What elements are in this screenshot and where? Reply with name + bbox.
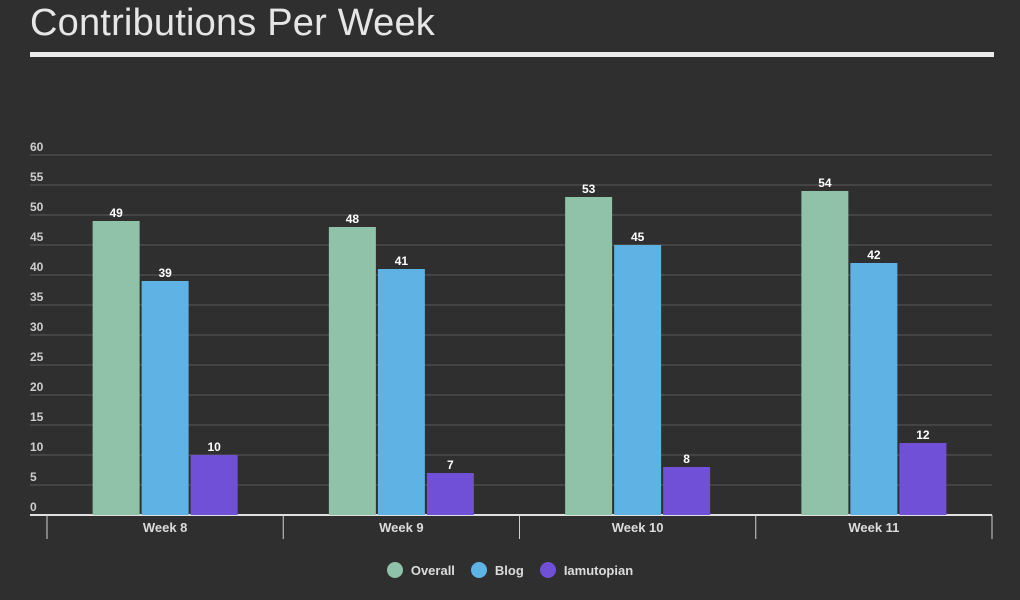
y-tick-label: 50 (30, 200, 44, 214)
data-label: 53 (582, 182, 596, 196)
data-label: 8 (683, 452, 690, 466)
legend-swatch-iamutopian (539, 562, 556, 578)
bar-blog-week-11 (850, 263, 898, 515)
legend-swatch-overall (386, 562, 403, 578)
y-tick-label: 30 (30, 320, 44, 334)
legend-item-blog[interactable]: Blog (470, 562, 524, 578)
y-tick-label: 60 (30, 140, 44, 154)
y-tick-label: 40 (30, 260, 44, 274)
y-tick-label: 25 (30, 350, 44, 364)
data-label: 10 (207, 440, 221, 454)
data-label: 54 (818, 176, 832, 190)
legend-item-overall[interactable]: Overall (386, 562, 455, 578)
data-label: 39 (158, 266, 172, 280)
title-underline (30, 52, 994, 57)
bar-overall-week-8 (92, 221, 140, 515)
legend-label-overall: Overall (410, 562, 455, 578)
legend-swatch-blog (470, 562, 487, 578)
bar-overall-week-9 (328, 227, 376, 515)
y-tick-label: 10 (30, 440, 44, 454)
bar-iamutopian-week-11 (899, 443, 947, 515)
y-tick-label: 45 (30, 230, 44, 244)
y-tick-label: 0 (30, 500, 37, 514)
y-tick-label: 35 (30, 290, 44, 304)
bar-iamutopian-week-9 (426, 473, 474, 515)
data-label: 41 (395, 254, 409, 268)
data-label: 7 (447, 458, 454, 472)
y-tick-label: 20 (30, 380, 44, 394)
y-tick-label: 5 (30, 470, 37, 484)
bar-iamutopian-week-10 (663, 467, 711, 515)
data-label: 49 (109, 206, 123, 220)
chart-title: Contributions Per Week (30, 2, 435, 44)
bar-overall-week-10 (565, 197, 613, 515)
legend-item-iamutopian[interactable]: Iamutopian (539, 562, 634, 578)
data-label: 12 (916, 428, 930, 442)
bar-overall-week-11 (801, 191, 849, 515)
data-label: 48 (346, 212, 360, 226)
data-label: 45 (631, 230, 645, 244)
bar-iamutopian-week-8 (190, 455, 238, 515)
y-tick-label: 15 (30, 410, 44, 424)
legend-label-blog: Blog (494, 562, 524, 578)
y-tick-label: 55 (30, 170, 44, 184)
chart-legend: Overall Blog Iamutopian (0, 562, 1020, 578)
bar-blog-week-9 (377, 269, 425, 515)
x-category-label: Week 8 (143, 520, 188, 535)
bar-chart: 0 5 10 15 20 25 30 35 40 45 50 55 60 49 39 10 Week 8 48 41… (30, 140, 993, 539)
bar-blog-week-8 (141, 281, 189, 515)
data-label: 42 (867, 248, 881, 262)
x-category-label: Week 10 (612, 520, 664, 535)
x-category-label: Week 11 (848, 520, 899, 535)
x-category-label: Week 9 (379, 520, 424, 535)
bar-blog-week-10 (614, 245, 662, 515)
legend-label-iamutopian: Iamutopian (563, 562, 634, 578)
